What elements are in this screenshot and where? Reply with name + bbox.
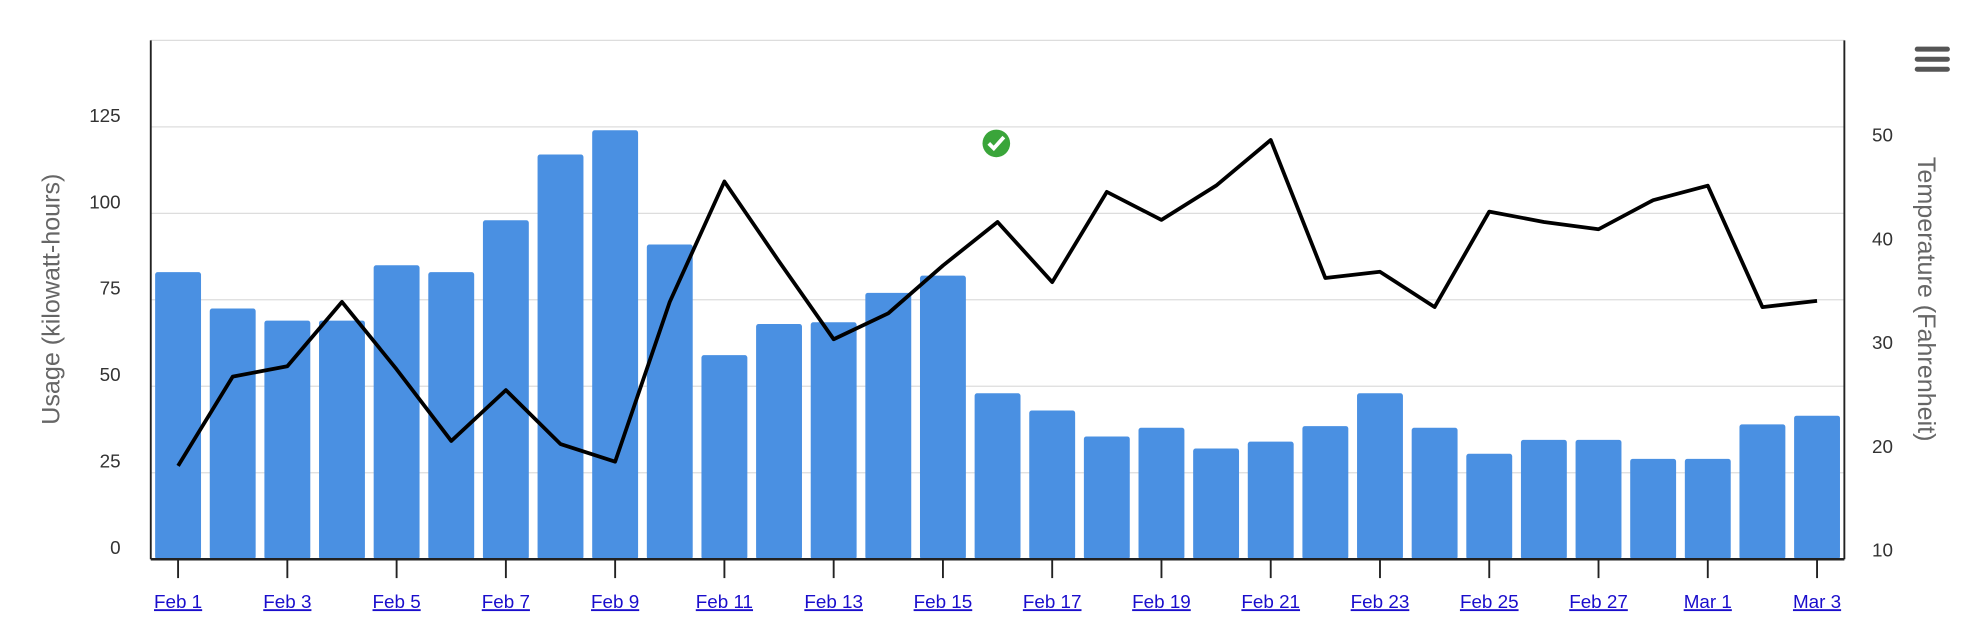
bar: [1029, 410, 1076, 560]
bar: [1684, 458, 1731, 560]
bar: [1794, 415, 1840, 560]
bar: [646, 244, 693, 560]
bar: [756, 324, 802, 560]
y-tick-label: 0: [110, 537, 120, 558]
bar: [865, 292, 912, 560]
x-tick-label[interactable]: Feb 11: [696, 591, 753, 612]
y-tick-label: 75: [100, 278, 121, 299]
bar: [701, 355, 748, 560]
x-tick-label[interactable]: Feb 17: [1023, 591, 1082, 612]
bar: [1739, 424, 1786, 560]
bar: [264, 320, 311, 560]
temperature-line: [176, 138, 1818, 467]
bar: [1083, 436, 1130, 560]
bar: [1411, 427, 1458, 560]
bar: [810, 322, 857, 560]
y2-tick-label: 30: [1872, 332, 1893, 353]
status-icon: [982, 129, 1011, 158]
y2-tick-label: 50: [1872, 125, 1893, 146]
x-tick-label[interactable]: Feb 7: [482, 591, 530, 612]
bar: [428, 272, 475, 560]
y2-tick-label: 40: [1872, 228, 1893, 249]
x-tick-label[interactable]: Mar 1: [1684, 591, 1732, 612]
bar: [319, 320, 365, 560]
bar: [919, 275, 966, 560]
y-tick-label: 25: [100, 451, 121, 472]
y2-tick-label: 20: [1872, 436, 1893, 457]
bar: [1247, 441, 1294, 560]
y-tick-label: 50: [100, 364, 121, 385]
y-tick-label: 125: [89, 105, 120, 126]
bar: [155, 272, 202, 560]
bar: [537, 154, 584, 560]
x-tick-label[interactable]: Feb 27: [1569, 591, 1628, 612]
x-tick-label[interactable]: Feb 25: [1460, 591, 1519, 612]
x-tick-label[interactable]: Feb 9: [591, 591, 639, 612]
x-tick-label[interactable]: Feb 5: [373, 591, 421, 612]
x-tick-label[interactable]: Mar 3: [1793, 591, 1841, 612]
bar: [1630, 458, 1677, 560]
y2-axis-title: Temperature (Fahrenheit): [1912, 157, 1940, 442]
x-tick-label[interactable]: Feb 19: [1132, 591, 1191, 612]
bar: [592, 130, 639, 560]
y-tick-label: 100: [89, 191, 120, 212]
bar: [1138, 427, 1185, 560]
bar: [974, 393, 1021, 560]
bar: [1575, 439, 1622, 560]
x-tick-label[interactable]: Feb 21: [1241, 591, 1300, 612]
bar: [373, 265, 420, 560]
bar: [1520, 439, 1567, 560]
x-tick-label[interactable]: Feb 3: [263, 591, 311, 612]
bar: [1357, 393, 1403, 560]
menu-button[interactable]: [1914, 45, 1950, 73]
x-tick-label[interactable]: Feb 23: [1351, 591, 1410, 612]
bar: [1302, 426, 1349, 560]
y2-tick-label: 10: [1872, 540, 1893, 561]
x-tick-label[interactable]: Feb 13: [804, 591, 863, 612]
y-axis-title: Usage (kilowatt-hours): [37, 174, 65, 425]
bar: [1193, 448, 1240, 560]
bar: [1466, 453, 1513, 560]
x-tick-label[interactable]: Feb 1: [154, 591, 202, 612]
x-tick-label[interactable]: Feb 15: [914, 591, 973, 612]
bar: [209, 308, 256, 560]
